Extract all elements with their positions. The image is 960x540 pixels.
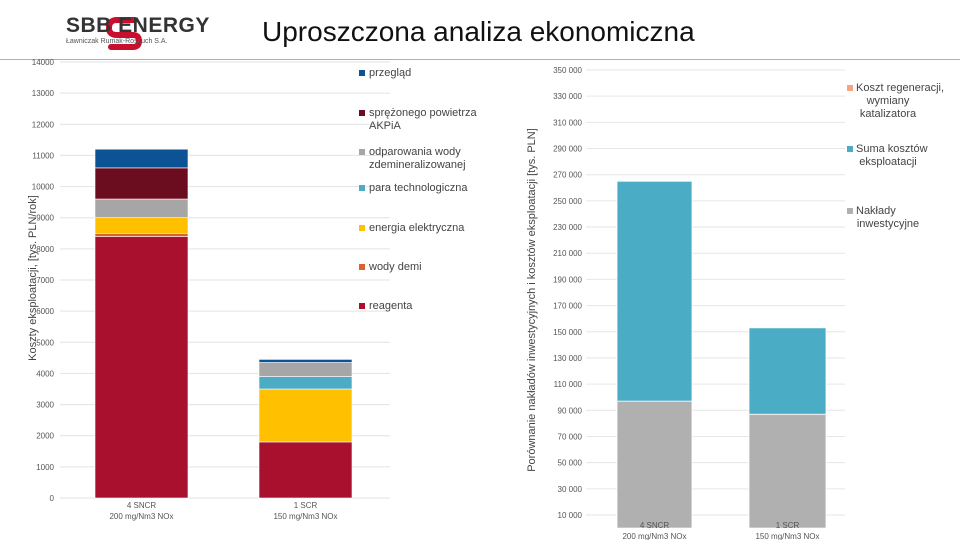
right-legend-swatch-0 xyxy=(847,85,853,91)
left-legend-swatch-0 xyxy=(359,70,365,76)
right-legend-label: inwestycyjne xyxy=(857,218,919,230)
right-bar-segment-1 xyxy=(616,180,693,402)
right-category-label: 150 mg/Nm3 NOx xyxy=(755,532,819,540)
right-y-tick-label: 330 000 xyxy=(553,92,582,101)
left-category-label: 4 SNCR xyxy=(127,501,157,510)
right-legend-label: wymiany xyxy=(866,95,910,107)
left-y-tick-label: 5000 xyxy=(36,338,54,347)
left-bar-segment-4 xyxy=(94,198,189,219)
left-legend-swatch-3 xyxy=(359,185,365,191)
left-bar-segment-0 xyxy=(258,441,353,499)
left-category-label: 200 mg/Nm3 NOx xyxy=(109,512,173,521)
right-y-tick-label: 70 000 xyxy=(558,432,583,441)
right-y-tick-label: 190 000 xyxy=(553,275,582,284)
right-y-tick-label: 50 000 xyxy=(558,459,583,468)
left-bar-segment-3 xyxy=(258,376,353,390)
left-legend-label: przegląd xyxy=(369,67,411,79)
left-y-tick-label: 0 xyxy=(50,494,55,503)
left-legend-label: AKPiA xyxy=(369,120,401,132)
right-legend-label: eksploatacji xyxy=(859,156,916,168)
left-legend-label: sprężonego powietrza xyxy=(369,107,478,119)
left-y-tick-label: 3000 xyxy=(36,401,54,410)
left-legend-swatch-1 xyxy=(359,110,365,116)
company-logo xyxy=(105,17,143,50)
right-y-tick-label: 10 000 xyxy=(558,511,583,520)
left-y-tick-label: 2000 xyxy=(36,432,54,441)
right-legend-label: Nakłady xyxy=(856,205,896,217)
right-legend-label: katalizatora xyxy=(860,108,917,120)
left-y-tick-label: 13000 xyxy=(32,89,55,98)
page-title: Uproszczona analiza ekonomiczna xyxy=(262,16,695,47)
right-y-tick-label: 170 000 xyxy=(553,302,582,311)
left-legend-label: reagenta xyxy=(369,300,413,312)
left-legend-swatch-4 xyxy=(359,225,365,231)
left-category-label: 150 mg/Nm3 NOx xyxy=(273,512,337,521)
right-bar-segment-1 xyxy=(748,327,827,415)
right-legend-swatch-1 xyxy=(847,146,853,152)
right-y-tick-label: 230 000 xyxy=(553,223,582,232)
right-y-axis-title: Porównanie nakładów inwestycyjnych i kos… xyxy=(526,128,538,472)
left-legend-swatch-6 xyxy=(359,303,365,309)
left-bar-segment-2 xyxy=(94,217,189,234)
left-y-tick-label: 8000 xyxy=(36,245,54,254)
left-y-axis-title: Koszty eksploatacji, [tys. PLN/rok] xyxy=(27,195,39,361)
left-bar-segment-2 xyxy=(258,388,353,443)
left-y-tick-label: 10000 xyxy=(32,183,55,192)
left-y-tick-label: 9000 xyxy=(36,214,54,223)
left-y-tick-label: 4000 xyxy=(36,369,54,378)
right-y-tick-label: 250 000 xyxy=(553,197,582,206)
left-bar-segment-6 xyxy=(258,359,353,363)
left-legend-label: zdemineralizowanej xyxy=(369,159,466,171)
left-y-tick-label: 12000 xyxy=(32,120,55,129)
logo-text: SBB ENERGY xyxy=(66,14,210,37)
left-bar-segment-4 xyxy=(258,362,353,377)
left-y-tick-label: 6000 xyxy=(36,307,54,316)
right-legend-swatch-2 xyxy=(847,208,853,214)
right-legend-label: Suma kosztów xyxy=(856,143,928,155)
left-bar-segment-6 xyxy=(94,148,189,169)
right-y-tick-label: 310 000 xyxy=(553,118,582,127)
right-y-tick-label: 90 000 xyxy=(558,406,583,415)
right-legend-label: Koszt regeneracji, xyxy=(856,82,944,94)
left-legend-label: para technologiczna xyxy=(369,182,468,194)
header-divider xyxy=(0,59,960,60)
left-bar-segment-5 xyxy=(94,167,189,200)
right-y-tick-label: 110 000 xyxy=(554,380,583,389)
right-bar-segment-0 xyxy=(748,413,827,529)
left-category-label: 1 SCR xyxy=(294,501,318,510)
right-y-tick-label: 130 000 xyxy=(553,354,582,363)
right-bar-segment-0 xyxy=(616,400,693,529)
left-bar-segment-0 xyxy=(94,236,189,499)
left-legend-label: odparowania wody xyxy=(369,146,461,158)
right-y-tick-label: 270 000 xyxy=(553,171,582,180)
left-y-tick-label: 11000 xyxy=(32,151,54,160)
right-y-tick-label: 30 000 xyxy=(558,485,583,494)
right-category-label: 4 SNCR xyxy=(640,521,670,530)
right-y-tick-label: 290 000 xyxy=(553,145,582,154)
right-y-tick-label: 150 000 xyxy=(553,328,582,337)
logo-subtitle: Ławniczak Rumak-Roszuch S.A. xyxy=(66,38,168,45)
left-legend-label: energia elektryczna xyxy=(369,222,465,234)
right-y-tick-label: 350 000 xyxy=(553,66,582,75)
left-legend-label: wody demi xyxy=(368,261,422,273)
right-category-label: 1 SCR xyxy=(776,521,800,530)
right-category-label: 200 mg/Nm3 NOx xyxy=(622,532,686,540)
right-y-tick-label: 210 000 xyxy=(553,249,582,258)
left-y-tick-label: 1000 xyxy=(36,463,54,472)
left-legend-swatch-5 xyxy=(359,264,365,270)
left-y-tick-label: 14000 xyxy=(32,58,55,67)
left-legend-swatch-2 xyxy=(359,149,365,155)
left-bar-segment-1 xyxy=(94,232,189,237)
left-y-tick-label: 7000 xyxy=(36,276,54,285)
